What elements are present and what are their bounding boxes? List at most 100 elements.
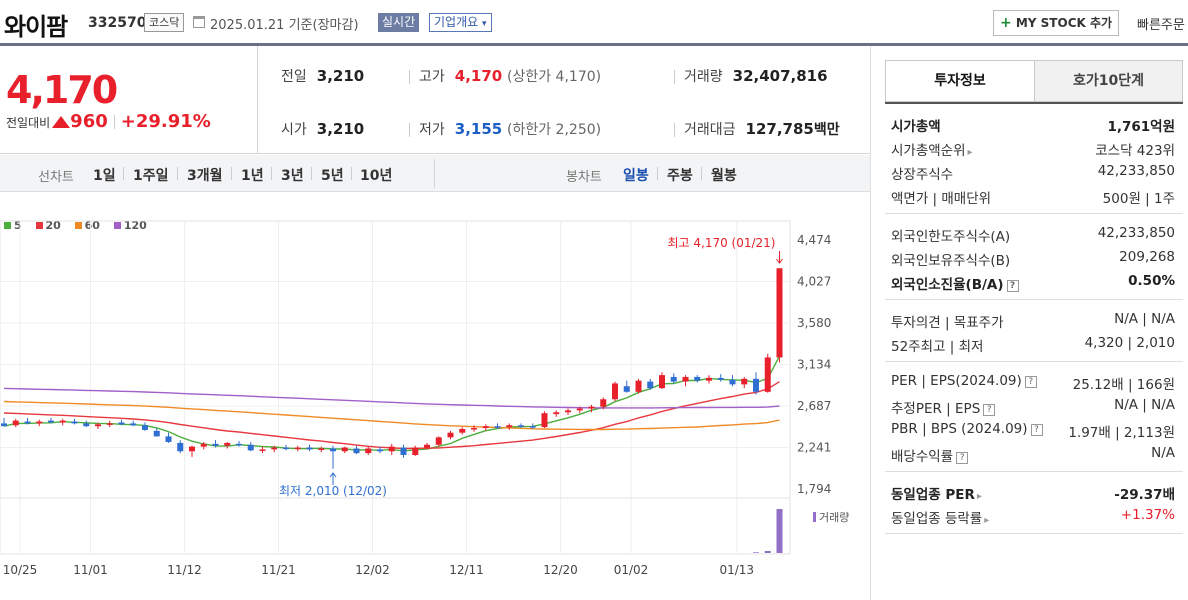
candle-body xyxy=(659,375,665,389)
invest-info-panel: 투자정보 호가10단계 시가총액 1,761억원 시가총액순위 ▸ 코스닥 423위 상장… xyxy=(870,46,1188,600)
plot-frame xyxy=(0,220,791,499)
up-arrow-icon xyxy=(52,116,71,128)
candle-body xyxy=(12,420,19,426)
info-key: PBR | BPS (2024.09)? xyxy=(891,421,1043,437)
x-tick-label: 12/20 xyxy=(543,563,578,577)
info-group: 시가총액 1,761억원 시가총액순위 ▸ 코스닥 423위 상장주식수 42,233,85… xyxy=(885,104,1183,214)
info-row: 동일업종 등락률 ▸ +1.37% xyxy=(885,504,1183,528)
y-tick-label: 4,474 xyxy=(797,233,831,247)
info-group: 투자의견 | 목표주가 N/A | N/A 52주최고 | 최저 4,320 | 2,… xyxy=(885,300,1183,362)
info-key: 외국인보유주식수(B) xyxy=(891,253,1011,269)
candle-body xyxy=(459,428,466,433)
candle-body xyxy=(682,376,689,382)
info-group: 동일업종 PER ▸ -29.37배 동일업종 등락률 ▸ +1.37% xyxy=(885,472,1183,534)
help-icon[interactable]: ? xyxy=(1024,376,1037,388)
info-key[interactable]: 동일업종 등락률 ▸ xyxy=(891,511,990,527)
market-badge: 코스닥 xyxy=(144,13,185,32)
info-row: 액면가 | 매매단위 500원 | 1주 xyxy=(885,184,1183,208)
help-icon[interactable]: ? xyxy=(1006,280,1019,292)
candle-body xyxy=(294,447,301,450)
info-row: 배당수익률? N/A xyxy=(885,442,1183,466)
chart-period-bar: 선차트 1일 1주일 3개월 1년 3년 5년 10년 봉차트 일봉 주봉 월봉 xyxy=(0,155,870,192)
candle-body xyxy=(212,443,219,446)
candle-body xyxy=(694,376,701,381)
tab-order-book[interactable]: 호가10단계 xyxy=(1072,73,1144,89)
info-value: +1.37% xyxy=(1120,507,1175,523)
y-tick-label: 3,580 xyxy=(797,316,831,330)
price-change: 전일대비 960 +29.91% xyxy=(6,111,211,132)
divider xyxy=(409,70,410,84)
period-3m[interactable]: 3개월 xyxy=(187,168,223,184)
add-mystock-button[interactable]: + MY STOCK 추가 xyxy=(993,10,1119,36)
info-value: 42,233,850 xyxy=(1097,225,1175,241)
legend-item-ma60: 60 xyxy=(74,219,100,232)
period-1y[interactable]: 1년 xyxy=(241,168,264,184)
change-percent: +29.91% xyxy=(120,111,211,132)
mystock-label: MY STOCK 추가 xyxy=(1015,16,1113,30)
candle-body xyxy=(283,447,289,450)
candle-body xyxy=(330,448,336,452)
info-key: 52주최고 | 최저 xyxy=(891,339,984,355)
trade-amount: 거래대금 127,785백만 xyxy=(684,119,840,139)
info-value: 0.50% xyxy=(1128,273,1175,289)
info-key[interactable]: 동일업종 PER ▸ xyxy=(891,487,982,503)
period-1d[interactable]: 1일 xyxy=(93,168,116,184)
candle-body xyxy=(377,449,383,452)
info-key: 배당수익률? xyxy=(891,445,969,465)
info-value: N/A | N/A xyxy=(1114,311,1175,327)
price-chart[interactable]: 5 20 60 120 4,474 4,027 3,580 3,134 2,687 2,2… xyxy=(0,193,870,600)
info-row: 투자의견 | 목표주가 N/A | N/A xyxy=(885,308,1183,332)
candle-body xyxy=(106,423,113,425)
info-key[interactable]: 시가총액순위 ▸ xyxy=(891,143,973,159)
ma60-line xyxy=(3,400,780,431)
candle-body xyxy=(118,422,125,425)
period-daily[interactable]: 일봉 xyxy=(623,168,649,184)
period-3y[interactable]: 3년 xyxy=(281,168,304,184)
volume-legend-swatch xyxy=(813,512,816,522)
chart-canvas: 4,474 4,027 3,580 3,134 2,687 2,241 1,794 10/25… xyxy=(0,220,849,577)
candle-body xyxy=(400,447,407,455)
divider xyxy=(657,167,658,180)
quick-order-link[interactable]: 빠른주문 xyxy=(1137,18,1185,33)
candle-body xyxy=(518,425,524,427)
info-value: N/A | N/A xyxy=(1114,397,1175,413)
ma5-line xyxy=(3,355,781,452)
info-row: 시가총액순위 ▸ 코스닥 423위 xyxy=(885,136,1183,160)
lower-limit: (하한가 2,250) xyxy=(507,122,602,138)
info-value: 25.12배 | 166원 xyxy=(1072,377,1175,393)
help-icon[interactable]: ? xyxy=(1030,424,1043,436)
high-value: 4,170 xyxy=(454,67,503,85)
info-value: 4,320 | 2,010 xyxy=(1084,335,1175,351)
line-chart-label: 선차트 xyxy=(38,170,74,185)
tab-invest-info[interactable]: 투자정보 xyxy=(886,61,1035,101)
period-1w[interactable]: 1주일 xyxy=(133,168,169,184)
help-icon[interactable]: ? xyxy=(956,452,969,464)
change-label: 전일대비 xyxy=(6,116,51,130)
period-weekly[interactable]: 주봉 xyxy=(667,168,693,184)
candle-body xyxy=(306,447,313,450)
help-icon[interactable]: ? xyxy=(983,404,996,416)
candle-body xyxy=(706,377,712,381)
info-value: 42,233,850 xyxy=(1097,163,1175,179)
y-tick-label: 3,134 xyxy=(797,358,831,372)
legend-item-ma20: 20 xyxy=(35,219,61,232)
candle-body xyxy=(353,448,360,454)
period-5y[interactable]: 5년 xyxy=(321,168,344,184)
candle-body xyxy=(471,428,477,430)
info-key: 액면가 | 매매단위 xyxy=(891,191,992,207)
candle-body xyxy=(95,424,101,427)
divider xyxy=(434,159,435,188)
candle-body xyxy=(247,444,254,451)
period-10y[interactable]: 10년 xyxy=(360,168,393,184)
realtime-button[interactable]: 실시간 xyxy=(378,13,420,32)
current-price: 4,170 xyxy=(6,68,118,112)
upper-limit: (상한가 4,170) xyxy=(507,69,602,85)
candle-body xyxy=(200,443,207,447)
candle-body xyxy=(130,423,137,426)
company-info-dropdown[interactable]: 기업개요 ▾ xyxy=(429,13,492,32)
divider xyxy=(113,115,115,129)
low-label: 저가 xyxy=(419,122,445,138)
chevron-down-icon: ▾ xyxy=(482,19,487,29)
chevron-right-icon: ▸ xyxy=(976,491,982,502)
period-monthly[interactable]: 월봉 xyxy=(711,168,737,184)
